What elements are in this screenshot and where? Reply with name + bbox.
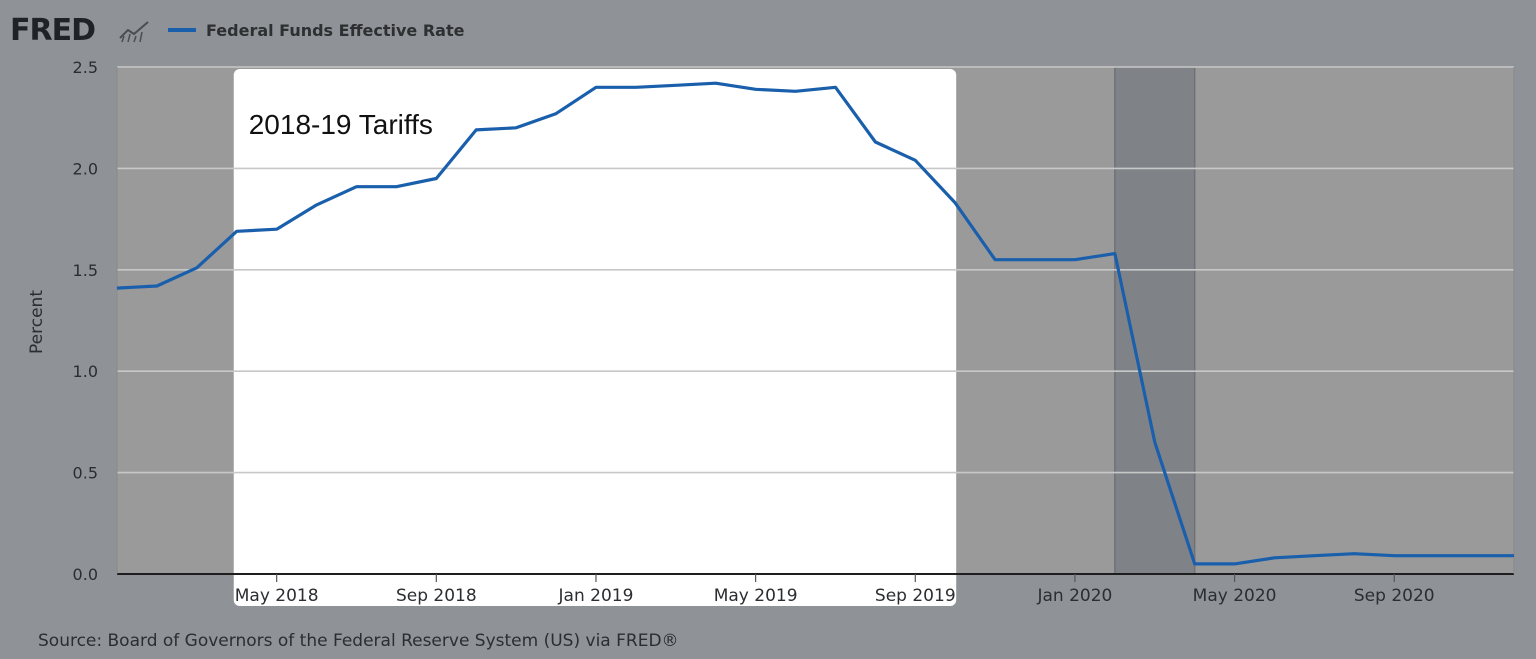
tariff-highlight-region (233, 69, 957, 606)
y-tick-label: 2.5 (73, 58, 98, 77)
x-tick-label: Jan 2020 (1037, 586, 1113, 606)
y-tick-label: 1.5 (73, 261, 98, 280)
x-tick-label: Sep 2019 (875, 586, 956, 606)
y-axis-ticks: 0.0 0.5 1.0 1.5 2.0 2.5 (73, 58, 98, 584)
y-tick-label: 1.0 (73, 362, 98, 381)
x-tick-label: May 2020 (1193, 586, 1277, 606)
line-chart-icon (119, 21, 149, 43)
fred-logo[interactable]: FRED (10, 13, 96, 48)
x-tick-label: May 2019 (714, 586, 798, 606)
x-tick-label: Sep 2020 (1354, 586, 1435, 606)
series-line (116, 81, 1514, 566)
y-axis-label: Percent (27, 290, 47, 354)
x-tick-label: Sep 2018 (396, 586, 477, 606)
y-tick-label: 2.0 (73, 159, 98, 178)
gridlines (116, 66, 1515, 575)
x-tick-label: Jan 2019 (558, 586, 634, 606)
series-lines (116, 81, 1514, 566)
x-axis-ticks: May 2018 Sep 2018 Jan 2019 May 2019 Sep 2019… (235, 574, 1435, 606)
region-label: 2018-19 Tariffs (249, 109, 433, 140)
annotations: 2018-19 Tariffs (249, 109, 433, 140)
x-tick-label: May 2018 (235, 586, 319, 606)
y-tick-label: 0.0 (73, 565, 98, 584)
legend-series-label: Federal Funds Effective Rate (206, 21, 465, 40)
chart-header: FRED Federal Funds Effective Rate (10, 13, 465, 48)
y-tick-label: 0.5 (73, 464, 98, 483)
source-note: Source: Board of Governors of the Federa… (38, 631, 679, 651)
recession-shade (1114, 67, 1195, 574)
